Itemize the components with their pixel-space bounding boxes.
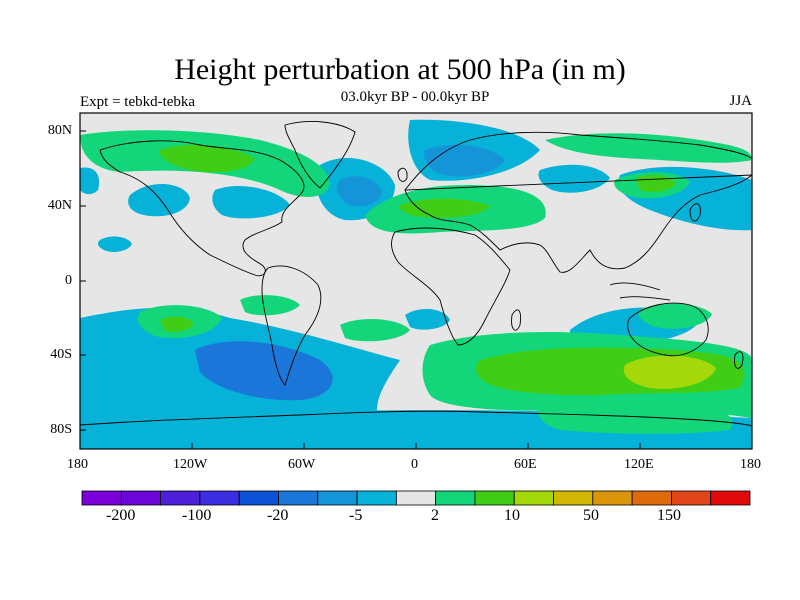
colorbar-swatch: [474, 490, 515, 506]
positive-region: [160, 316, 194, 332]
positive-region: [240, 295, 300, 316]
y-tick-label: 40N: [47, 198, 72, 213]
x-tick-label: 60W: [288, 457, 316, 472]
map-title: Height perturbation at 500 hPa (in m): [174, 53, 626, 86]
colorbar-label: -200: [106, 507, 136, 524]
positive-region: [399, 198, 490, 218]
colorbar-label: -5: [349, 507, 363, 524]
positive-region: [536, 398, 733, 434]
colorbar-swatch: [671, 490, 712, 506]
colorbar-label: 10: [504, 507, 520, 524]
x-tick-label: 120W: [173, 457, 208, 472]
positive-region: [340, 318, 410, 342]
colorbar-swatch: [160, 490, 201, 506]
negative-region: [97, 236, 132, 252]
negative-region: [405, 308, 450, 330]
x-tick-label: 60E: [514, 457, 537, 472]
positive-region: [623, 355, 716, 389]
y-tick-label: 0: [65, 273, 72, 288]
colorbar-label: -20: [267, 507, 289, 524]
coastline-australia: [627, 302, 709, 357]
negative-region: [212, 185, 290, 219]
negative-region: [538, 164, 610, 193]
x-tick-label: 180: [740, 457, 761, 472]
coastline-uk: [397, 167, 408, 182]
x-tick-label: 0: [411, 457, 418, 472]
negative-region: [195, 395, 232, 411]
positive-region: [159, 144, 255, 173]
axis-ticks: [79, 130, 753, 449]
colorbar-swatch: [120, 490, 161, 506]
colorbar-swatch: [238, 490, 279, 506]
negative-region: [80, 167, 100, 195]
colorbar-label: 50: [583, 507, 599, 524]
colorbar-swatch: [356, 490, 397, 506]
coastline-africa: [391, 227, 511, 346]
colorbar-swatch: [317, 490, 358, 506]
coastline-south-america: [261, 265, 322, 386]
coastline-new-zealand: [734, 351, 744, 369]
positive-region: [638, 303, 712, 329]
coastline-north-america: [99, 140, 305, 277]
colorbar: [81, 490, 751, 506]
colorbar-swatch: [435, 490, 476, 506]
negative-region: [195, 341, 333, 401]
colorbar-label: 150: [657, 507, 681, 524]
colorbar-swatch: [81, 490, 122, 506]
coastline-eurasia: [404, 131, 752, 273]
colorbar-swatch: [710, 490, 751, 506]
y-tick-label: 80N: [47, 123, 72, 138]
x-tick-label: 180: [67, 457, 88, 472]
season-label: JJA: [729, 93, 752, 109]
colorbar-swatch: [278, 490, 319, 506]
colorbar-swatch: [395, 490, 437, 506]
coastline-greenland: [284, 121, 356, 189]
positive-region: [545, 133, 752, 163]
contour-fields: [80, 119, 752, 449]
negative-region: [336, 176, 382, 207]
colorbar-label: 2: [431, 507, 439, 524]
experiment-label: Expt = tebkd-tebka: [80, 94, 196, 110]
coastline-japan: [689, 203, 701, 222]
colorbar-swatch: [513, 490, 554, 506]
colorbar-swatch: [592, 490, 633, 506]
map-subtitle: 03.0kyr BP - 00.0kyr BP: [340, 89, 490, 105]
colorbar-swatch: [199, 490, 240, 506]
colorbar-swatch: [631, 490, 672, 506]
coastlines: [80, 121, 752, 427]
y-tick-label: 80S: [50, 422, 72, 437]
y-tick-label: 40S: [50, 347, 72, 362]
colorbar-label: -100: [182, 507, 212, 524]
colorbar-swatch: [553, 490, 594, 506]
coastline-antarctica: [80, 410, 752, 427]
x-tick-label: 120E: [624, 457, 654, 472]
negative-region: [128, 183, 190, 217]
coastline-indonesia: [609, 282, 671, 301]
coastline-madagascar: [511, 309, 521, 331]
